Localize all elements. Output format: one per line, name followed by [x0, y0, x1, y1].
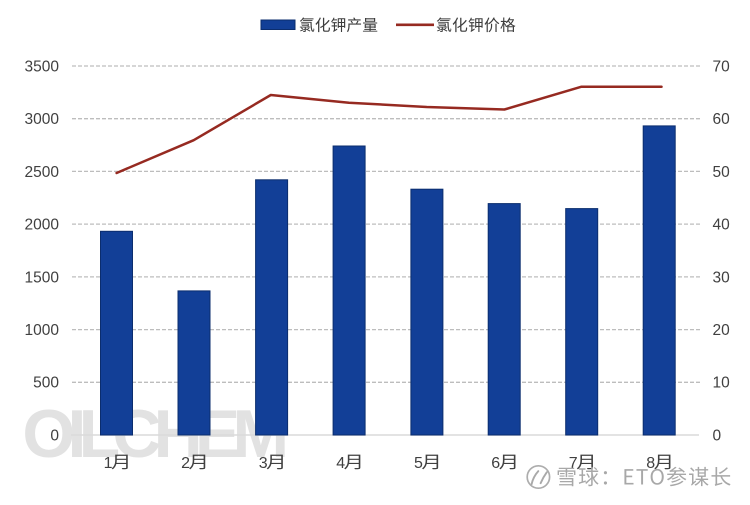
svg-text:2500: 2500 — [25, 164, 60, 181]
svg-text:5: 5 — [414, 455, 423, 472]
svg-text:4: 4 — [336, 455, 345, 472]
svg-text:60: 60 — [713, 111, 731, 128]
svg-text:40: 40 — [713, 217, 731, 234]
svg-text:6: 6 — [491, 455, 500, 472]
svg-text:2: 2 — [181, 455, 190, 472]
svg-text:3500: 3500 — [25, 58, 60, 75]
svg-text:1500: 1500 — [25, 269, 60, 286]
svg-text:3000: 3000 — [25, 111, 60, 128]
svg-text:3: 3 — [259, 455, 268, 472]
svg-text:OILCHEM: OILCHEM — [22, 396, 285, 472]
svg-text:10: 10 — [713, 375, 731, 392]
svg-text:2000: 2000 — [25, 217, 60, 234]
svg-text:1000: 1000 — [25, 322, 60, 339]
svg-text:20: 20 — [713, 322, 731, 339]
svg-text:30: 30 — [713, 269, 731, 286]
svg-text:0: 0 — [50, 427, 59, 444]
svg-text:7: 7 — [569, 455, 578, 472]
svg-text:70: 70 — [713, 58, 731, 75]
svg-text:0: 0 — [713, 427, 722, 444]
svg-text:50: 50 — [713, 164, 731, 181]
svg-text:500: 500 — [33, 375, 59, 392]
svg-text:1: 1 — [104, 455, 113, 472]
svg-text:8: 8 — [646, 455, 655, 472]
